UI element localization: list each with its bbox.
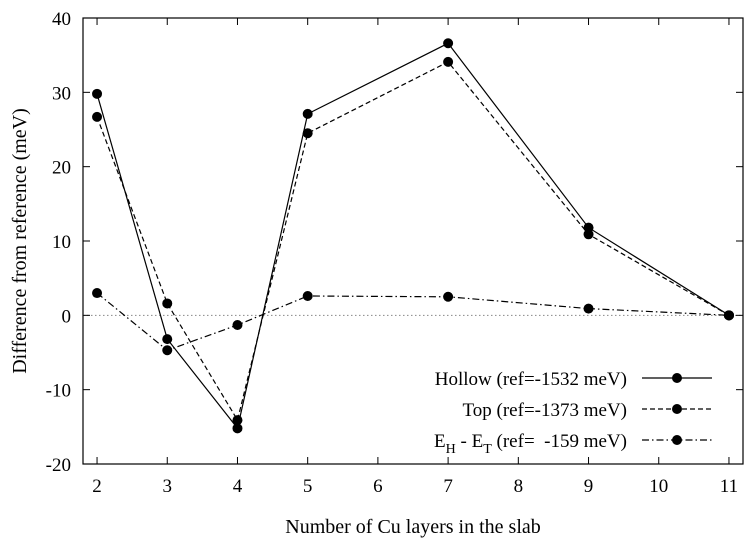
series-diff-point: [232, 319, 243, 330]
y-tick-label: 40: [52, 9, 71, 30]
series-diff-point: [162, 345, 173, 356]
legend-diff-e1: E: [434, 431, 446, 452]
legend-diff-mid: - E: [456, 431, 483, 452]
x-axis-label: Number of Cu layers in the slab: [285, 516, 541, 538]
series-diff: [92, 288, 734, 356]
legend-label-hollow: Hollow (ref=-1532 meV): [435, 369, 627, 390]
y-axis-label: Difference from reference (meV): [9, 108, 31, 374]
series-diff-point: [583, 303, 594, 314]
legend: Hollow (ref=-1532 meV) Top (ref=-1373 me…: [434, 369, 712, 457]
series-top-point: [232, 415, 243, 426]
y-tick-label: 20: [52, 158, 71, 179]
series-diff-point: [302, 291, 313, 302]
series-diff-point: [92, 288, 103, 299]
legend-label-diff: EH - ET (ref= -159 meV): [434, 431, 627, 457]
y-tick-label: 30: [52, 83, 71, 104]
legend-sample-marker: [672, 373, 682, 383]
series-diff-line: [96, 292, 730, 351]
x-tick-label: 4: [233, 476, 243, 497]
series-hollow: [92, 38, 734, 434]
series-top-point: [302, 128, 313, 139]
y-tick-label: 10: [52, 232, 71, 253]
series-top-point: [583, 229, 594, 240]
axis-ticks: 2 3 4 5 6 7 8 9 10 11 -20 -10 0 10 20 30 40: [46, 9, 743, 497]
x-tick-label: 6: [373, 476, 383, 497]
series-diff-point: [443, 291, 454, 302]
legend-sample-marker: [672, 435, 682, 445]
legend-samples: [642, 373, 712, 445]
legend-diff-rest: (ref= -159 meV): [492, 431, 627, 452]
series-top: [92, 56, 734, 426]
x-tick-label: 7: [443, 476, 453, 497]
legend-sample-marker: [672, 404, 682, 414]
series-hollow-line: [96, 42, 730, 430]
y-tick-label: -10: [46, 381, 71, 402]
series-top-point: [443, 56, 454, 67]
series-hollow-point: [302, 108, 313, 119]
legend-diff-sub2: T: [483, 442, 492, 457]
y-tick-label: -20: [46, 455, 71, 476]
series-hollow-point: [232, 423, 243, 434]
series-hollow-point: [162, 334, 173, 345]
series-top-point: [92, 111, 103, 122]
legend-diff-sub1: H: [446, 442, 456, 457]
series-hollow-point: [443, 38, 454, 49]
x-tick-label: 10: [649, 476, 668, 497]
series-hollow-point: [92, 88, 103, 99]
plot-frame: [82, 17, 744, 465]
x-tick-label: 9: [584, 476, 594, 497]
x-tick-label: 11: [720, 476, 738, 497]
series-top-line: [96, 61, 730, 422]
legend-label-top: Top (ref=-1373 meV): [463, 400, 628, 421]
series-group: [92, 38, 734, 434]
x-tick-label: 2: [92, 476, 102, 497]
y-tick-label: 0: [62, 306, 72, 327]
x-tick-label: 8: [514, 476, 524, 497]
series-top-point: [162, 298, 173, 309]
x-tick-label: 3: [163, 476, 173, 497]
x-tick-label: 5: [303, 476, 313, 497]
series-diff-point: [723, 310, 734, 321]
